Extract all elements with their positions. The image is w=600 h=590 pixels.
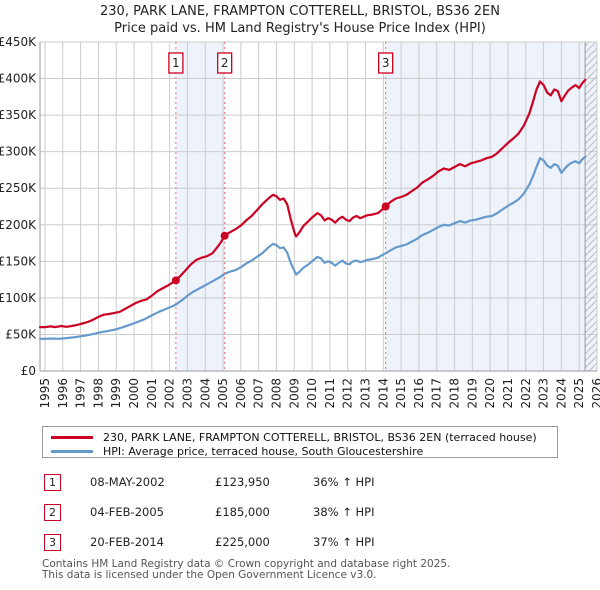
svg-text:2011: 2011 [323, 378, 337, 409]
svg-text:2020: 2020 [483, 378, 497, 409]
transaction-row: 2 04-FEB-2005 £185,000 38% ↑ HPI [0, 504, 600, 522]
transaction-date: 04-FEB-2005 [90, 505, 164, 519]
svg-text:1998: 1998 [91, 378, 105, 409]
license-text-line2: This data is licensed under the Open Gov… [42, 569, 377, 581]
svg-text:1: 1 [172, 56, 180, 70]
sale-annotations: 1 2 3 [168, 42, 394, 371]
svg-text:2004: 2004 [198, 378, 212, 409]
svg-text:2010: 2010 [305, 378, 319, 409]
svg-text:£400K: £400K [0, 72, 37, 86]
svg-text:2013: 2013 [359, 378, 373, 409]
svg-text:£350K: £350K [0, 108, 37, 122]
transaction-price: £225,000 [215, 535, 270, 549]
svg-text:3: 3 [382, 56, 390, 70]
svg-text:1999: 1999 [109, 378, 123, 409]
series-lines [38, 78, 587, 340]
svg-text:£0: £0 [21, 364, 36, 378]
transaction-date: 20-FEB-2014 [90, 535, 164, 549]
transaction-row: 1 08-MAY-2002 £123,950 36% ↑ HPI [0, 474, 600, 492]
axis-labels: £0 £50K £100K £150K £200K £250K £300K £350K £400… [0, 36, 600, 409]
transaction-date: 08-MAY-2002 [90, 475, 165, 489]
svg-text:£300K: £300K [0, 145, 37, 159]
svg-text:2022: 2022 [519, 378, 533, 409]
svg-text:2005: 2005 [216, 378, 230, 409]
svg-text:2: 2 [221, 56, 229, 70]
transaction-row: 3 20-FEB-2014 £225,000 37% ↑ HPI [0, 534, 600, 552]
svg-text:2003: 2003 [180, 378, 194, 409]
legend-entry-property: 230, PARK LANE, FRAMPTON COTTERELL, BRIS… [51, 430, 557, 444]
svg-text:£50K: £50K [5, 327, 37, 341]
svg-text:2023: 2023 [537, 378, 551, 409]
svg-text:2012: 2012 [341, 378, 355, 409]
svg-text:£200K: £200K [0, 218, 37, 232]
svg-text:2024: 2024 [554, 378, 568, 409]
transaction-hpi-change: 36% ↑ HPI [313, 475, 375, 489]
svg-text:2026: 2026 [590, 378, 600, 409]
license-text-line1: Contains HM Land Registry data © Crown c… [42, 558, 451, 570]
legend-entry-hpi: HPI: Average price, terraced house, Sout… [51, 444, 557, 458]
svg-text:1995: 1995 [38, 378, 52, 409]
svg-text:2014: 2014 [376, 378, 390, 409]
legend-label: 230, PARK LANE, FRAMPTON COTTERELL, BRIS… [103, 430, 537, 444]
svg-text:£450K: £450K [0, 36, 37, 49]
svg-text:2007: 2007 [252, 378, 266, 409]
transaction-price: £123,950 [215, 475, 270, 489]
svg-text:2019: 2019 [465, 378, 479, 409]
plot-border [39, 41, 598, 372]
svg-text:2002: 2002 [163, 378, 177, 409]
chart-legend: 230, PARK LANE, FRAMPTON COTTERELL, BRIS… [42, 426, 558, 458]
hatch-future-region [584, 42, 597, 371]
page-title: 230, PARK LANE, FRAMPTON COTTERELL, BRIS… [100, 4, 500, 19]
svg-text:2006: 2006 [234, 378, 248, 409]
svg-text:2009: 2009 [287, 378, 301, 409]
svg-text:2017: 2017 [430, 378, 444, 409]
svg-text:£150K: £150K [0, 254, 37, 268]
svg-text:1997: 1997 [74, 378, 88, 409]
transaction-number-badge: 1 [44, 474, 61, 491]
transaction-number-badge: 3 [44, 534, 61, 551]
svg-text:2008: 2008 [269, 378, 283, 409]
svg-text:2025: 2025 [572, 378, 586, 409]
svg-text:£250K: £250K [0, 181, 37, 195]
transaction-hpi-change: 37% ↑ HPI [313, 535, 375, 549]
transaction-price: £185,000 [215, 505, 270, 519]
svg-text:1996: 1996 [56, 378, 70, 409]
transaction-hpi-change: 38% ↑ HPI [313, 505, 375, 519]
svg-text:2018: 2018 [448, 378, 462, 409]
svg-text:2001: 2001 [145, 378, 159, 409]
svg-text:2000: 2000 [127, 378, 141, 409]
svg-text:2021: 2021 [501, 378, 515, 409]
svg-text:2015: 2015 [394, 378, 408, 409]
property-line-swatch [51, 435, 93, 439]
hpi-line-swatch [51, 449, 93, 453]
legend-label: HPI: Average price, terraced house, Sout… [103, 444, 424, 458]
transaction-number-badge: 2 [44, 504, 61, 521]
page-subtitle: Price paid vs. HM Land Registry's House … [114, 21, 486, 36]
chart-canvas: 1 2 3 £0 £50K £100K £150K £200K £250K £300K £350K… [0, 36, 600, 409]
svg-text:2016: 2016 [412, 378, 426, 409]
svg-text:£100K: £100K [0, 291, 37, 305]
